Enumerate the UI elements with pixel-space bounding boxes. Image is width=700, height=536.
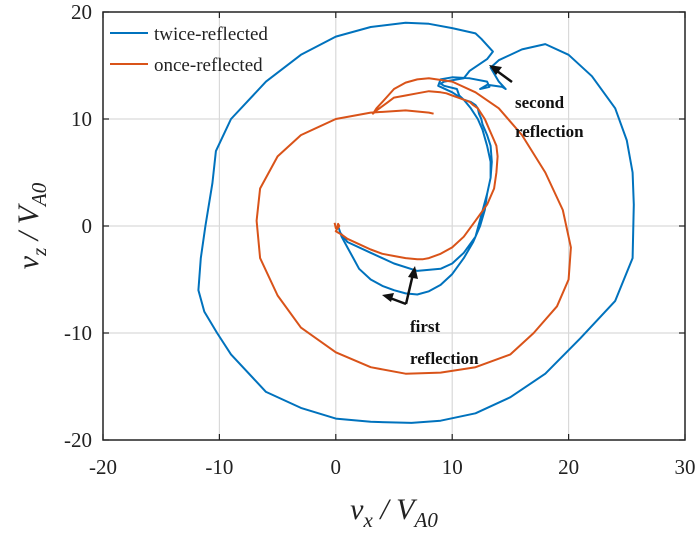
legend-label-twice-reflected: twice-reflected [154, 24, 268, 45]
ticks: -20 -10 0 10 20 30 -20 -10 0 10 20 [64, 0, 696, 479]
x-tick-label: 20 [558, 455, 579, 479]
annotation-second-reflection: second reflection [489, 65, 584, 141]
x-tick-label: 10 [442, 455, 463, 479]
first-reflection-arrow-up-shaft [404, 273, 415, 305]
y-axis-title-sub2: A0 [27, 182, 51, 208]
series-line-twice-reflected [197, 21, 635, 424]
second-reflection-line-1: second [515, 93, 565, 112]
series-layer [197, 21, 635, 424]
second-reflection-arrow-shaft [496, 69, 513, 84]
y-axis-title-main: v [12, 255, 45, 269]
first-reflection-arrow-up-head [408, 266, 418, 279]
x-axis-title-main: v [350, 493, 364, 526]
y-tick-label: 20 [71, 0, 92, 24]
y-axis-title-sub: z [27, 248, 51, 257]
second-reflection-arrow-head [489, 65, 502, 75]
first-reflection-line-2: reflection [410, 349, 479, 368]
first-reflection-arrow-left-head [382, 293, 394, 302]
y-tick-label: -10 [64, 321, 92, 345]
y-tick-label: -20 [64, 428, 92, 452]
x-axis-title-rest: / V [373, 493, 418, 526]
y-tick-label: 10 [71, 107, 92, 131]
legend-label-once-reflected: once-reflected [154, 55, 263, 76]
x-tick-label: 0 [331, 455, 342, 479]
second-reflection-line-2: reflection [515, 122, 584, 141]
y-axis-title-rest: / V [12, 202, 45, 247]
y-axis-title: vz / VA0 [12, 182, 51, 269]
annotation-first-reflection: first reflection [382, 266, 479, 368]
x-axis-title-sub: x [363, 508, 374, 532]
x-tick-label: -10 [205, 455, 233, 479]
x-tick-label: 30 [675, 455, 696, 479]
y-tick-label: 0 [82, 214, 93, 238]
x-axis-title-sub2: A0 [413, 508, 439, 532]
x-axis-title: vx / VA0 [350, 493, 438, 532]
legend: twice-reflected once-reflected [110, 24, 268, 76]
first-reflection-arrow-left-shaft [389, 296, 407, 306]
x-tick-label: -20 [89, 455, 117, 479]
series-line-once-reflected [255, 77, 572, 375]
first-reflection-line-1: first [410, 317, 441, 336]
